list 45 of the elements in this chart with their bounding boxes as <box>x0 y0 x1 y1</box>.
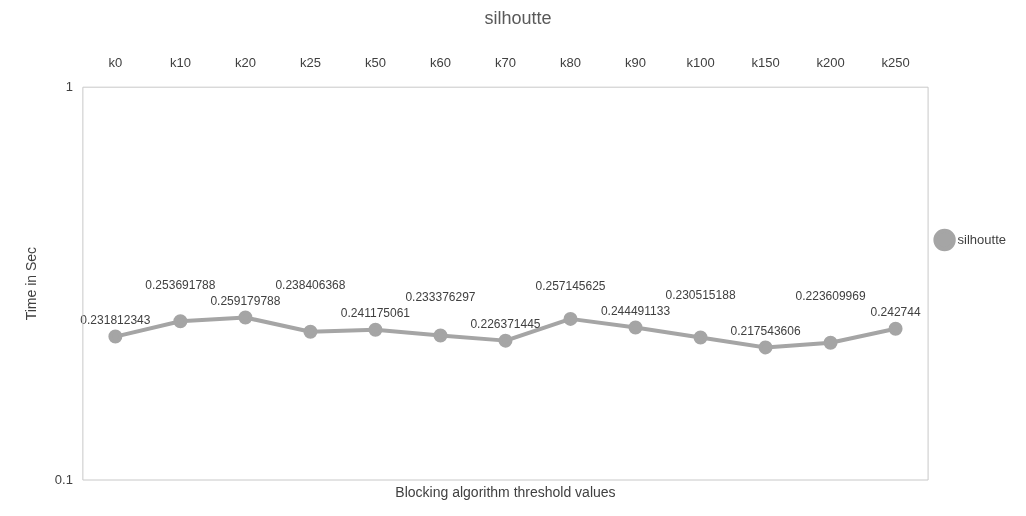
x-tick-label: k25 <box>299 54 321 70</box>
point <box>498 333 513 348</box>
y-axis-title: Time in Sec <box>23 246 40 321</box>
chart-title: silhoutte <box>484 7 552 28</box>
data-label: 0.257145625 <box>535 279 606 294</box>
data-label: 0.253691788 <box>145 277 216 292</box>
legend-label: silhoutte <box>957 231 1006 247</box>
point <box>303 324 318 339</box>
data-label: 0.244491133 <box>600 303 671 318</box>
data-label: 0.242744 <box>870 305 921 320</box>
x-tick-label: k90 <box>625 54 646 70</box>
data-label: 0.233376297 <box>405 290 476 305</box>
point <box>693 330 708 345</box>
x-tick-label: k100 <box>686 54 715 70</box>
y-tick-label: 1 <box>65 78 73 94</box>
data-label: 0.231812343 <box>80 312 151 327</box>
point <box>758 340 773 355</box>
x-tick-label: k10 <box>169 54 191 70</box>
data-label: 0.259179788 <box>210 293 281 308</box>
point <box>173 314 188 329</box>
x-tick-label: k200 <box>816 54 845 70</box>
point <box>563 311 578 326</box>
data-label: 0.230515188 <box>665 287 736 302</box>
x-tick-label: k150 <box>751 54 780 70</box>
data-label: 0.226371445 <box>470 316 541 331</box>
x-axis-title: Blocking algorithm threshold values <box>395 483 616 500</box>
point <box>628 320 643 335</box>
data-label: 0.238406368 <box>275 277 346 292</box>
x-tick-label: k50 <box>364 54 386 70</box>
x-tick-label: k20 <box>234 54 256 70</box>
data-label: 0.241175061 <box>340 306 411 321</box>
point <box>823 335 838 350</box>
x-tick-label: k250 <box>881 54 910 70</box>
point <box>433 328 448 343</box>
x-tick-label: k60 <box>429 54 451 70</box>
point <box>888 321 903 336</box>
point <box>108 329 123 344</box>
data-label: 0.217543606 <box>730 323 801 338</box>
x-tick-label: k70 <box>494 54 516 70</box>
x-tick-label: k80 <box>560 54 581 70</box>
data-label: 0.223609969 <box>795 289 866 304</box>
point <box>238 310 253 325</box>
x-tick-label: k0 <box>108 54 123 70</box>
point <box>368 322 383 337</box>
y-tick-label: 0.1 <box>54 471 73 487</box>
